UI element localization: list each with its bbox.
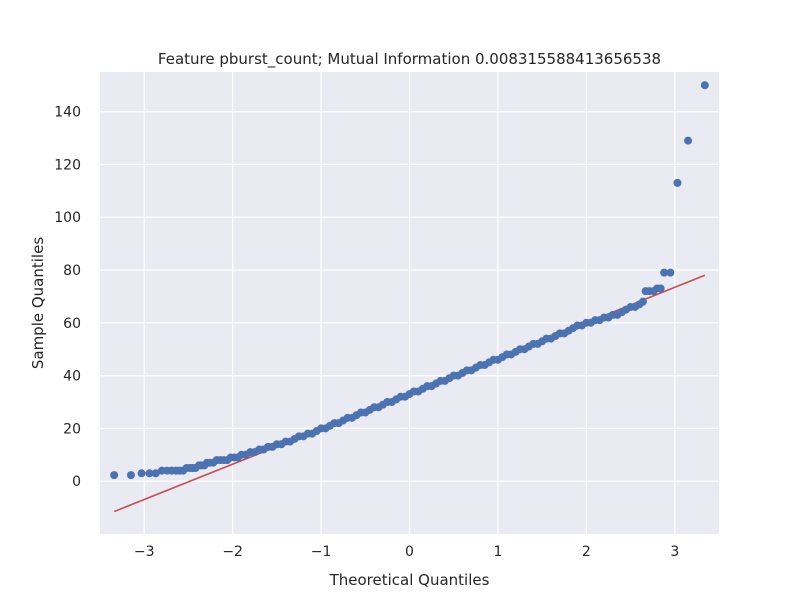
x-axis-label: Theoretical Quantiles <box>329 571 490 589</box>
y-tick-label: 60 <box>63 316 81 332</box>
data-point <box>656 284 665 293</box>
y-tick-label: 80 <box>63 263 81 279</box>
data-point <box>126 471 135 480</box>
data-point <box>673 178 682 187</box>
x-tick-label: 3 <box>670 544 679 560</box>
data-point <box>666 268 675 277</box>
x-tick-label: 2 <box>582 544 591 560</box>
data-point <box>684 136 693 145</box>
y-tick-label: 140 <box>54 105 81 121</box>
y-axis-label: Sample Quantiles <box>29 237 47 369</box>
y-tick-label: 20 <box>63 421 81 437</box>
y-tick-label: 40 <box>63 369 81 385</box>
x-tick-label: −3 <box>134 544 155 560</box>
x-tick-label: −1 <box>311 544 332 560</box>
data-point <box>638 297 647 306</box>
x-tick-label: 1 <box>493 544 502 560</box>
data-point <box>137 469 146 478</box>
x-tick-labels: −3 −2 −1 0 1 2 3 <box>134 544 679 560</box>
y-tick-label: 0 <box>72 474 81 490</box>
data-point <box>660 268 669 277</box>
scatter-points <box>110 81 709 480</box>
data-point <box>145 469 154 478</box>
x-tick-label: −2 <box>222 544 243 560</box>
y-gridlines <box>100 110 719 482</box>
x-tick-label: 0 <box>405 544 414 560</box>
y-tick-label: 120 <box>54 157 81 173</box>
x-gridlines <box>143 72 676 534</box>
y-tick-label: 100 <box>54 210 81 226</box>
y-tick-labels: 0 20 40 60 80 100 120 140 <box>54 105 81 491</box>
chart-title: Feature pburst_count; Mutual Information… <box>158 50 661 69</box>
data-point <box>700 81 709 90</box>
data-point <box>110 471 119 480</box>
data-point <box>151 469 160 478</box>
